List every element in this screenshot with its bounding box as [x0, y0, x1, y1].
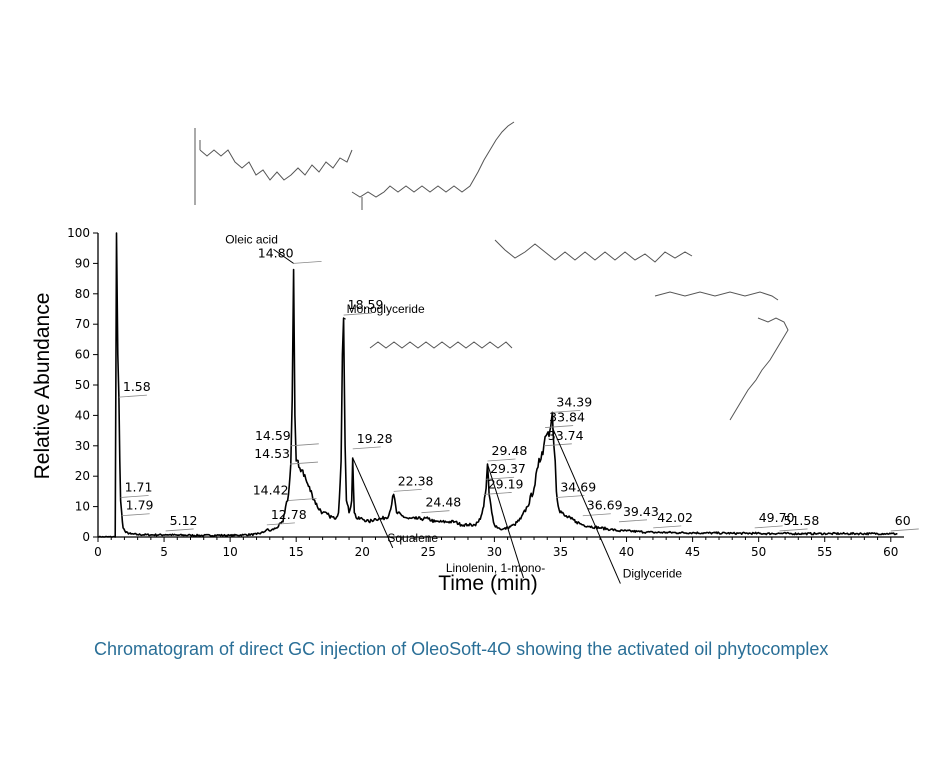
- y-tick-label: 50: [75, 378, 90, 392]
- y-tick-label: 40: [75, 408, 90, 422]
- peak-label: 14.80: [258, 245, 294, 260]
- peak-label: 29.19: [488, 476, 524, 491]
- y-tick-label: 20: [75, 469, 90, 483]
- peak-label: 14.53: [254, 446, 290, 461]
- y-axis-title: Relative Abundance: [31, 293, 54, 480]
- compound-leader-line: [273, 248, 294, 264]
- x-tick-label: 40: [619, 545, 634, 559]
- peak-leader-line: [890, 528, 919, 532]
- peak-label: 39.43: [623, 504, 659, 519]
- x-tick-label: 5: [160, 545, 168, 559]
- peak-label: 1.79: [126, 498, 154, 513]
- peak-leader-line: [421, 510, 450, 514]
- x-tick-label: 10: [222, 545, 237, 559]
- peak-leader-line: [618, 519, 648, 523]
- peak-leader-line: [343, 312, 372, 316]
- peak-label: 33.74: [548, 428, 584, 443]
- peak-label: 29.48: [492, 443, 528, 458]
- peak-leader-line: [293, 261, 322, 264]
- peak-leader-line: [486, 476, 515, 480]
- y-tick-label: 100: [67, 226, 90, 240]
- peak-label: 14.59: [255, 428, 291, 443]
- peak-leader-line: [653, 525, 682, 529]
- x-tick-label: 35: [553, 545, 568, 559]
- peak-leader-line: [289, 461, 319, 465]
- compound-leader-line: [352, 457, 394, 549]
- peak-label: 1.58: [123, 379, 151, 394]
- peak-label: 29.37: [490, 461, 526, 476]
- plot-area: 0 10 20 30 40 50 60 70 80 90 100 0 5 10 15 20 25 30 35 40 45…: [31, 226, 919, 595]
- figure-caption: Chromatogram of direct GC injection of O…: [94, 639, 829, 659]
- peak-leader-line: [290, 443, 319, 447]
- peak-leader-line: [483, 492, 512, 495]
- chromatogram-trace-0: [98, 232, 898, 538]
- peak-leader-line: [352, 446, 381, 450]
- peak-label: 18.59: [348, 297, 384, 312]
- peak-leader-line: [552, 409, 581, 413]
- peak-label: 14.42: [253, 483, 289, 498]
- x-tick-label: 0: [94, 545, 102, 559]
- diglyceride-structure: [654, 291, 789, 421]
- x-tick-label: 15: [289, 545, 304, 559]
- squalene-structure: [369, 341, 513, 349]
- compound-label: Squalene: [387, 531, 438, 545]
- compound-label: Oleic acid: [225, 232, 278, 246]
- peak-leader-line: [543, 443, 572, 447]
- y-tick-label: 60: [75, 348, 90, 362]
- peak-label: 19.28: [357, 431, 393, 446]
- peak-leader-line: [779, 528, 808, 532]
- peak-label: 60: [895, 513, 911, 528]
- peak-leader-line: [582, 513, 611, 517]
- compound-leader-line: [487, 463, 524, 579]
- x-tick-label: 20: [355, 545, 370, 559]
- y-tick-label: 30: [75, 439, 90, 453]
- peak-label: 49.70: [759, 510, 795, 525]
- x-tick-label: 55: [817, 545, 832, 559]
- peak-label: 5.12: [170, 513, 198, 528]
- peak-label: 42.02: [657, 510, 693, 525]
- peak-leader-line: [165, 528, 194, 532]
- y-tick-label: 10: [75, 500, 90, 514]
- x-tick-label: 50: [751, 545, 766, 559]
- peak-leader-line: [487, 458, 516, 462]
- compound-leader-line: [551, 427, 621, 584]
- peak-label: 12.78: [271, 507, 307, 522]
- x-tick-label: 60: [883, 545, 898, 559]
- peak-label: 22.38: [398, 473, 434, 488]
- x-tick-label: 45: [685, 545, 700, 559]
- compound-label: Monoglyceride: [347, 302, 425, 316]
- peak-leader-line: [393, 489, 422, 492]
- peak-label: 1.71: [125, 479, 153, 494]
- y-tick-label: 80: [75, 287, 90, 301]
- compound-leader-line: [343, 317, 346, 320]
- peak-leader-line: [556, 495, 585, 498]
- peak-leader-line: [754, 525, 783, 529]
- x-tick-label: 30: [487, 545, 502, 559]
- oleic-acid-structure: [194, 128, 353, 205]
- y-tick-label: 0: [82, 530, 90, 544]
- peak-leader-line: [545, 425, 574, 428]
- peak-label: 24.48: [425, 495, 461, 510]
- peak-label: 34.39: [556, 394, 592, 409]
- linolenin-structure: [494, 239, 693, 263]
- peak-label: 36.69: [587, 498, 623, 513]
- compound-label: Diglyceride: [623, 567, 683, 581]
- peak-leader-line: [121, 513, 150, 517]
- peak-label: 51.58: [784, 513, 820, 528]
- peak-leader-line: [120, 495, 149, 498]
- peak-leader-line: [288, 498, 317, 501]
- peak-leader-line: [266, 522, 295, 526]
- y-tick-label: 90: [75, 256, 90, 270]
- x-axis-title: Time (min): [438, 572, 538, 595]
- y-tick-label: 70: [75, 317, 90, 331]
- monoglyceride-structure: [351, 121, 515, 210]
- chromatogram-chart: 0 10 20 30 40 50 60 70 80 90 100 0 5 10 15 20 25 30 35 40 45…: [31, 121, 919, 595]
- compound-label: Linolenin, 1-mono-: [446, 561, 545, 575]
- peak-leader-line: [118, 394, 147, 398]
- x-tick-label: 25: [421, 545, 436, 559]
- peak-label: 33.84: [549, 410, 585, 425]
